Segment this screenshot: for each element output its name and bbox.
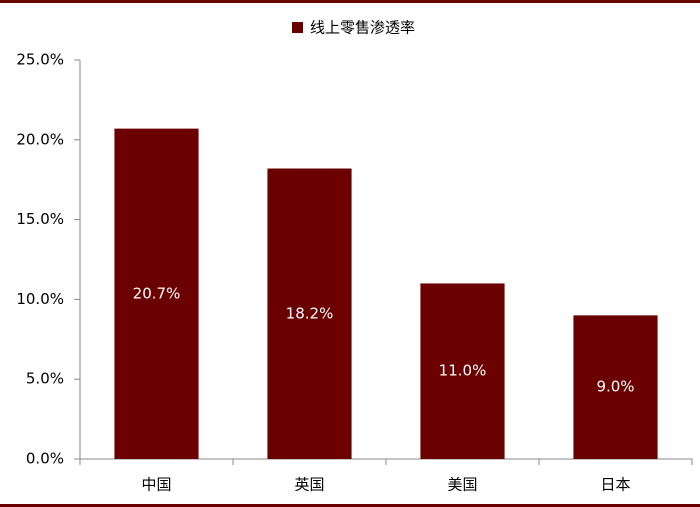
bar (573, 315, 658, 459)
y-tick-label: 10.0% (16, 290, 64, 308)
y-tick-label: 5.0% (26, 370, 64, 388)
bar (114, 128, 199, 460)
value-label: 9.0% (596, 378, 634, 396)
bar (420, 283, 505, 459)
legend-swatch (292, 22, 303, 33)
y-tick-label: 15.0% (16, 210, 64, 228)
value-label: 20.7% (133, 284, 181, 302)
x-tick-label: 中国 (141, 476, 171, 494)
y-tick-label: 25.0% (16, 51, 64, 69)
y-tick-label: 20.0% (16, 130, 64, 148)
y-tick-label: 0.0% (26, 450, 64, 468)
legend-label: 线上零售渗透率 (310, 19, 415, 37)
value-label: 11.0% (439, 362, 487, 380)
x-tick-label: 英国 (294, 476, 324, 494)
x-tick-label: 日本 (600, 476, 630, 494)
bar (267, 168, 352, 459)
x-tick-label: 美国 (447, 476, 477, 494)
value-label: 18.2% (286, 304, 334, 322)
